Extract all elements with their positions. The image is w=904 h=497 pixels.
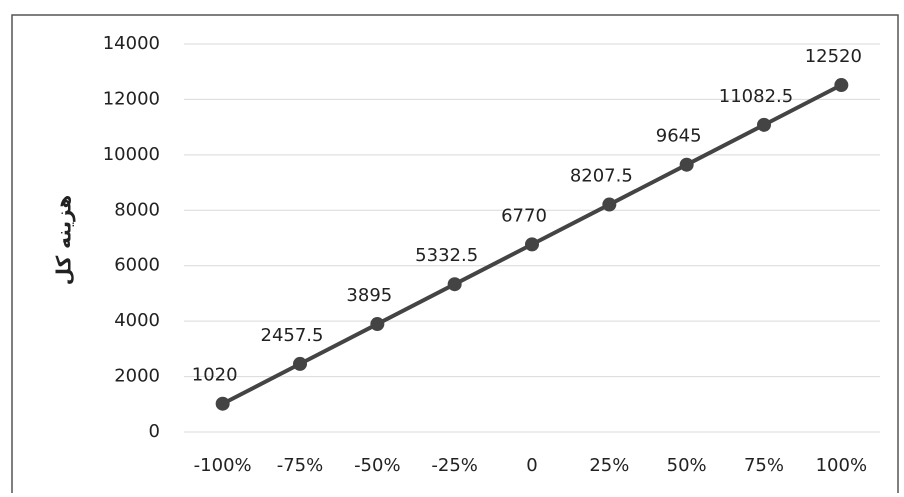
data-label: 5332.5 <box>415 245 478 266</box>
data-point <box>447 277 462 292</box>
y-tick-label: 2000 <box>114 366 160 387</box>
x-tick-label: 100% <box>816 455 867 476</box>
data-label: 1020 <box>192 365 238 386</box>
data-label: 2457.5 <box>261 325 324 346</box>
data-label: 6770 <box>501 205 547 226</box>
y-tick-label: 8000 <box>114 199 160 220</box>
chart-frame <box>11 14 899 497</box>
data-label: 12520 <box>805 46 862 67</box>
x-tick-label: 50% <box>667 455 707 476</box>
x-tick-label: -50% <box>354 455 401 476</box>
x-tick-label: -100% <box>194 455 252 476</box>
y-tick-label: 4000 <box>114 310 160 331</box>
y-axis-label: هزینه کل <box>52 195 76 286</box>
data-point <box>834 78 849 93</box>
data-point <box>602 197 617 212</box>
data-point <box>679 157 694 172</box>
data-label: 3895 <box>346 285 392 306</box>
y-tick-label: 14000 <box>103 33 160 54</box>
y-tick-label: 6000 <box>114 255 160 276</box>
x-tick-label: 25% <box>589 455 629 476</box>
x-tick-label: -75% <box>277 455 324 476</box>
y-tick-label: 12000 <box>103 88 160 109</box>
x-tick-label: 0 <box>526 455 537 476</box>
x-tick-label: -25% <box>431 455 478 476</box>
data-point <box>757 117 771 132</box>
data-point <box>293 356 307 371</box>
y-tick-label: 0 <box>149 421 160 442</box>
x-tick-label: 75% <box>744 455 784 476</box>
y-tick-label: 10000 <box>103 144 160 165</box>
data-point <box>525 237 539 252</box>
data-label: 9645 <box>656 126 702 147</box>
data-label: 11082.5 <box>719 86 793 107</box>
data-point <box>215 396 230 411</box>
data-point <box>370 317 385 332</box>
data-label: 8207.5 <box>570 166 633 187</box>
